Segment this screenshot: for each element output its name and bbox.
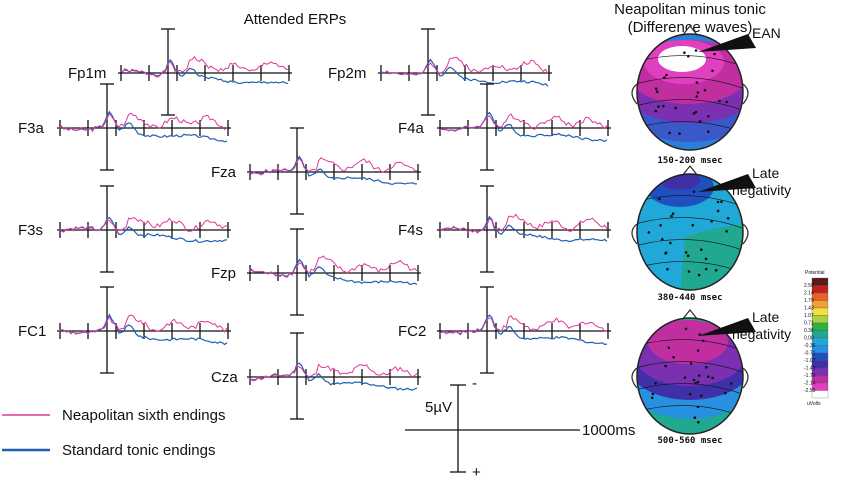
- colorbar: Potential 2.50 2.141.79 1.431.07 0.710.36 0.0…: [804, 270, 829, 407]
- map-time-label: 500-560 msec: [657, 436, 722, 446]
- colorbar-tick: -1.07: [804, 358, 816, 364]
- scale-bar: - + 5µV 1000ms: [405, 375, 635, 477]
- map-time-label: 380-440 msec: [657, 293, 722, 303]
- legend-label-standard: Standard tonic endings: [62, 442, 215, 459]
- map-annotation: negativity: [732, 182, 791, 198]
- colorbar-tick: 2.50: [804, 283, 814, 289]
- waveform-neapolitan: [438, 213, 608, 234]
- erp-panel-fza: Fza: [211, 127, 421, 215]
- colorbar-swatch: [811, 315, 829, 324]
- difference-title-line1: Neapolitan minus tonic: [614, 1, 766, 18]
- channel-label: F4s: [398, 222, 423, 239]
- channel-label: Fp2m: [328, 65, 366, 82]
- colorbar-tick: 2.14: [804, 291, 814, 297]
- map-annotation: Late: [752, 165, 779, 181]
- legend: Neapolitan sixth endings Standard tonic …: [2, 407, 225, 459]
- map-annotation: negativity: [732, 326, 791, 342]
- waveform-neapolitan: [379, 56, 549, 76]
- waveform-neapolitan: [438, 113, 608, 133]
- waveform-standard: [438, 314, 608, 346]
- channel-label: Cza: [211, 369, 238, 386]
- colorbar-swatch: [811, 307, 829, 316]
- waveform-neapolitan: [58, 216, 228, 233]
- channel-label: FC1: [18, 323, 46, 340]
- colorbar-tick: 1.07: [804, 313, 814, 319]
- erp-panel-fc2: FC2: [398, 286, 611, 374]
- waveform-neapolitan: [119, 55, 289, 78]
- colorbar-unit: uVolts: [807, 401, 821, 407]
- erp-panels: Fp1m Fp2m F3a F4a Fza F3s F4s Fzp FC1 FC2 Cza: [18, 28, 611, 420]
- scale-minus: -: [472, 375, 477, 392]
- erp-panel-fzp: Fzp: [211, 228, 421, 316]
- scale-amplitude: 5µV: [425, 399, 452, 416]
- waveform-neapolitan: [248, 363, 418, 382]
- colorbar-swatch: [811, 300, 829, 309]
- erp-panel-f3s: F3s: [18, 185, 231, 273]
- waveform-standard: [58, 110, 228, 143]
- colorbar-swatch: [811, 330, 829, 339]
- colorbar-swatch: [811, 277, 829, 286]
- channel-label: Fp1m: [68, 65, 106, 82]
- waveform-standard: [248, 258, 418, 286]
- waveform-standard: [438, 215, 608, 243]
- colorbar-swatch: [811, 390, 829, 399]
- erp-panel-fc1: FC1: [18, 286, 231, 374]
- map-annotation: EAN: [752, 25, 781, 41]
- colorbar-tick: -2.14: [804, 381, 816, 387]
- map-time-label: 150-200 msec: [657, 156, 722, 166]
- colorbar-tick: 0.71: [804, 321, 814, 327]
- pointer-wedge: [698, 34, 756, 52]
- pointer-wedge: [698, 318, 756, 336]
- colorbar-tick: -0.71: [804, 351, 816, 357]
- colorbar-tick: 0.36: [804, 328, 814, 334]
- colorbar-swatch: [811, 285, 829, 294]
- scale-plus: +: [472, 464, 481, 477]
- map-annotation: Late: [752, 309, 779, 325]
- waveform-neapolitan: [248, 157, 418, 176]
- waveform-neapolitan: [58, 314, 228, 335]
- colorbar-tick: 1.79: [804, 298, 814, 304]
- topo-map-1: EAN 150-200 msec: [631, 24, 781, 166]
- waveform-standard: [119, 58, 289, 85]
- channel-label: F3a: [18, 120, 45, 137]
- colorbar-tick: -2.50: [804, 388, 816, 394]
- colorbar-tick: -1.79: [804, 373, 816, 379]
- pointer-wedge: [698, 174, 756, 192]
- colorbar-tick: -1.43: [804, 366, 816, 372]
- waveform-standard: [438, 111, 608, 143]
- waveform-neapolitan: [438, 315, 608, 336]
- erp-panel-fp1m: Fp1m: [68, 28, 292, 116]
- channel-label: Fzp: [211, 265, 236, 282]
- erp-panel-f4a: F4a: [398, 83, 611, 171]
- scale-time: 1000ms: [582, 422, 635, 439]
- waveform-standard: [58, 313, 228, 346]
- erp-panel-f3a: F3a: [18, 83, 231, 171]
- channel-label: Fza: [211, 164, 237, 181]
- legend-label-neapolitan: Neapolitan sixth endings: [62, 407, 225, 424]
- colorbar-tick: 0.00: [804, 336, 814, 342]
- erp-panel-fp2m: Fp2m: [328, 28, 552, 116]
- colorbar-tick: 1.43: [804, 306, 814, 312]
- channel-label: FC2: [398, 323, 426, 340]
- erp-panel-cza: Cza: [211, 332, 421, 420]
- waveform-neapolitan: [248, 255, 418, 278]
- colorbar-title: Potential: [805, 270, 824, 276]
- colorbar-swatch: [811, 322, 829, 331]
- erp-panel-f4s: F4s: [398, 185, 611, 273]
- colorbar-tick: -0.36: [804, 343, 816, 349]
- figure-title: Attended ERPs: [244, 11, 347, 28]
- waveform-neapolitan: [58, 112, 228, 133]
- channel-label: F4a: [398, 120, 425, 137]
- colorbar-swatch: [811, 292, 829, 301]
- channel-label: F3s: [18, 222, 43, 239]
